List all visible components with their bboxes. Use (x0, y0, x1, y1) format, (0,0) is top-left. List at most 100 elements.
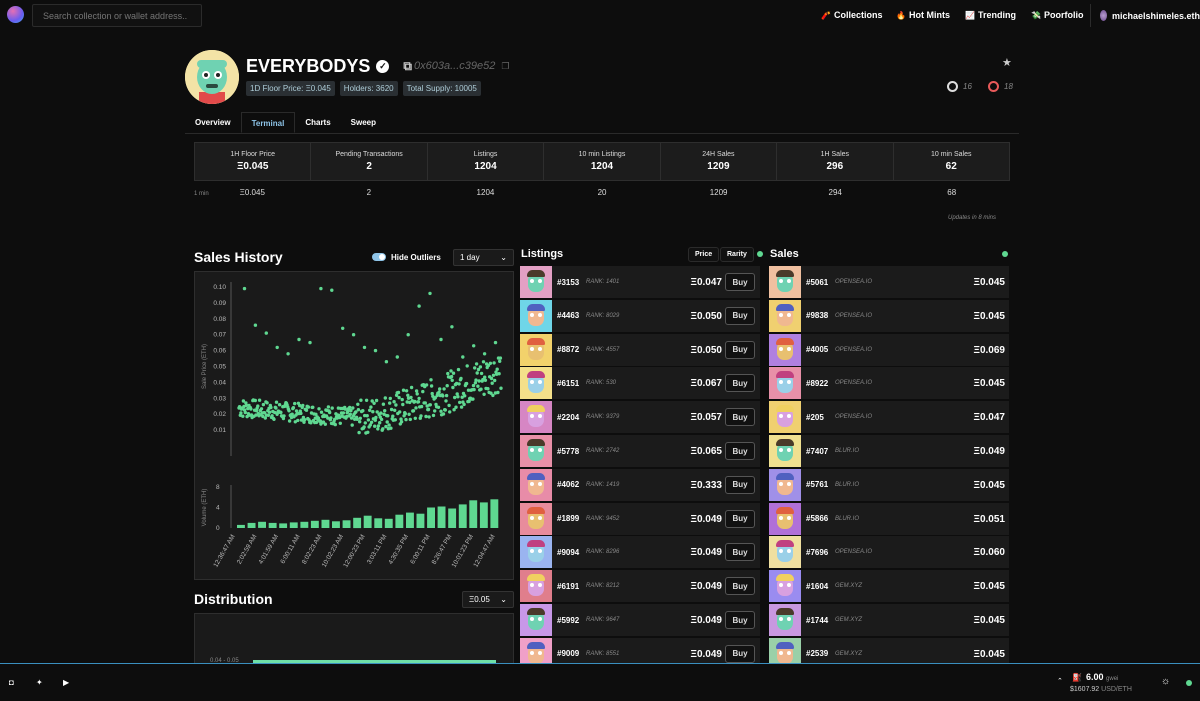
nft-thumbnail[interactable] (769, 502, 801, 535)
chevron-down-icon: ⌄ (500, 253, 507, 262)
listing-row[interactable]: #9094 RANK: 8296 Ξ0.049 Buy (520, 536, 760, 569)
favorite-star-icon[interactable]: ★ (1002, 57, 1012, 69)
buy-button[interactable]: Buy (725, 340, 755, 359)
tab-terminal[interactable]: Terminal (240, 112, 296, 133)
sort-price-button[interactable]: Price (688, 247, 720, 262)
nft-thumbnail[interactable] (769, 401, 801, 434)
distribution-select[interactable]: Ξ0.05 ⌄ (462, 591, 514, 608)
sale-row[interactable]: #7696 OPENSEA.IO Ξ0.060 (769, 536, 1009, 569)
sale-point (383, 409, 387, 413)
hide-outliers-toggle[interactable] (372, 253, 386, 261)
sale-point (404, 389, 409, 393)
sale-point (366, 418, 371, 422)
nft-thumbnail[interactable] (769, 468, 801, 501)
nft-thumbnail[interactable] (769, 604, 801, 636)
contract-address[interactable]: 0x603a...c39e52 ❐ (414, 60, 509, 72)
listing-row[interactable]: #5992 RANK: 9647 Ξ0.049 Buy (520, 604, 760, 636)
sort-rarity-button[interactable]: Rarity (720, 247, 754, 262)
tab-charts[interactable]: Charts (305, 118, 331, 127)
sale-row[interactable]: #4005 OPENSEA.IO Ξ0.069 (769, 333, 1009, 366)
search-input[interactable] (32, 4, 202, 27)
nft-thumbnail[interactable] (769, 367, 801, 400)
theme-toggle-icon[interactable]: ☼ (1161, 676, 1171, 687)
social-stat-1[interactable]: 16 (947, 81, 972, 92)
volume-bar (247, 522, 256, 528)
user-menu[interactable]: michaelshimeles.eth (1090, 4, 1200, 27)
buy-button[interactable]: Buy (725, 442, 755, 460)
nft-thumbnail[interactable] (520, 435, 552, 467)
copy-icon[interactable]: ❐ (501, 61, 510, 71)
listing-row[interactable]: #6191 RANK: 8212 Ξ0.049 Buy (520, 570, 760, 603)
buy-button[interactable]: Buy (725, 644, 755, 663)
stat-pending: Pending Transactions 2 (311, 143, 428, 180)
app-logo[interactable] (7, 6, 24, 23)
sale-row[interactable]: #205 OPENSEA.IO Ξ0.047 (769, 401, 1009, 434)
tab-sweep[interactable]: Sweep (350, 118, 377, 127)
nft-thumbnail[interactable] (520, 333, 552, 366)
nft-thumbnail[interactable] (520, 604, 552, 636)
token-id: #2204 (557, 412, 580, 422)
listing-row[interactable]: #4062 RANK: 1419 Ξ0.333 Buy (520, 468, 760, 501)
sale-row[interactable]: #9838 OPENSEA.IO Ξ0.045 (769, 299, 1009, 332)
sale-row[interactable]: #7407 BLUR.IO Ξ0.049 (769, 435, 1009, 467)
buy-button[interactable]: Buy (725, 408, 755, 427)
buy-button[interactable]: Buy (725, 509, 755, 528)
sale-row[interactable]: #1744 GEM.XYZ Ξ0.045 (769, 604, 1009, 636)
nft-thumbnail[interactable] (520, 266, 552, 298)
nft-thumbnail[interactable] (520, 536, 552, 569)
nft-thumbnail[interactable] (520, 401, 552, 434)
listing-row[interactable]: #1899 RANK: 9452 Ξ0.049 Buy (520, 502, 760, 535)
nft-thumbnail[interactable] (769, 570, 801, 603)
youtube-icon[interactable]: ▶ (63, 678, 70, 687)
listing-row[interactable]: #6151 RANK: 530 Ξ0.067 Buy (520, 367, 760, 400)
buy-button[interactable]: Buy (725, 273, 755, 291)
social-stat-2[interactable]: 18 (988, 81, 1013, 92)
external-link-icon[interactable]: ⧉ (403, 59, 412, 73)
nft-thumbnail[interactable] (769, 435, 801, 467)
outlier-point (286, 352, 290, 356)
nft-thumbnail[interactable] (520, 299, 552, 332)
token-id: #2539 (806, 649, 829, 659)
listing-row[interactable]: #3153 RANK: 1401 Ξ0.047 Buy (520, 266, 760, 298)
sale-point (451, 385, 455, 390)
range-select[interactable]: 1 day ⌄ (453, 249, 514, 266)
tab-overview[interactable]: Overview (195, 118, 231, 127)
nft-thumbnail[interactable] (769, 333, 801, 366)
sale-row[interactable]: #8922 OPENSEA.IO Ξ0.045 (769, 367, 1009, 400)
sale-point (398, 410, 402, 414)
buy-button[interactable]: Buy (725, 543, 755, 562)
nft-thumbnail[interactable] (520, 570, 552, 603)
nav-collections[interactable]: 🧨 Collections (821, 10, 882, 20)
nft-thumbnail[interactable] (520, 502, 552, 535)
stat-10min-sales: 10 min Sales 62 (894, 143, 1009, 180)
nav-hot-mints[interactable]: 🔥 Hot Mints (896, 10, 950, 20)
buy-button[interactable]: Buy (725, 374, 755, 393)
listing-row[interactable]: #2204 RANK: 9379 Ξ0.057 Buy (520, 401, 760, 434)
buy-button[interactable]: Buy (725, 475, 755, 494)
sale-row[interactable]: #5866 BLUR.IO Ξ0.051 (769, 502, 1009, 535)
nft-thumbnail[interactable] (769, 536, 801, 569)
listing-row[interactable]: #8872 RANK: 4557 Ξ0.050 Buy (520, 333, 760, 366)
sale-point (385, 420, 389, 424)
listing-row[interactable]: #5778 RANK: 2742 Ξ0.065 Buy (520, 435, 760, 467)
nav-trending[interactable]: 📈 Trending (965, 10, 1016, 20)
buy-button[interactable]: Buy (725, 611, 755, 629)
sale-row[interactable]: #5061 OPENSEA.IO Ξ0.045 (769, 266, 1009, 298)
twitter-icon[interactable]: ✦ (36, 678, 43, 687)
buy-button[interactable]: Buy (725, 306, 755, 325)
sale-row[interactable]: #5761 BLUR.IO Ξ0.045 (769, 468, 1009, 501)
listing-row[interactable]: #4463 RANK: 8029 Ξ0.050 Buy (520, 299, 760, 332)
nft-thumbnail[interactable] (520, 367, 552, 400)
sale-point (359, 398, 363, 402)
sale-row[interactable]: #1604 GEM.XYZ Ξ0.045 (769, 570, 1009, 603)
chevron-up-icon[interactable]: ⌃ (1057, 678, 1063, 685)
sale-point (473, 381, 478, 385)
nft-thumbnail[interactable] (769, 266, 801, 298)
buy-button[interactable]: Buy (725, 577, 755, 596)
discord-icon[interactable]: ◘ (9, 678, 14, 687)
nft-thumbnail[interactable] (520, 468, 552, 501)
stat-sub: 1204 (476, 188, 495, 197)
nft-thumbnail[interactable] (769, 299, 801, 332)
stat-1h-sales: 1H Sales 296 (777, 143, 894, 180)
nav-poorfolio[interactable]: 💸 Poorfolio (1031, 10, 1083, 20)
